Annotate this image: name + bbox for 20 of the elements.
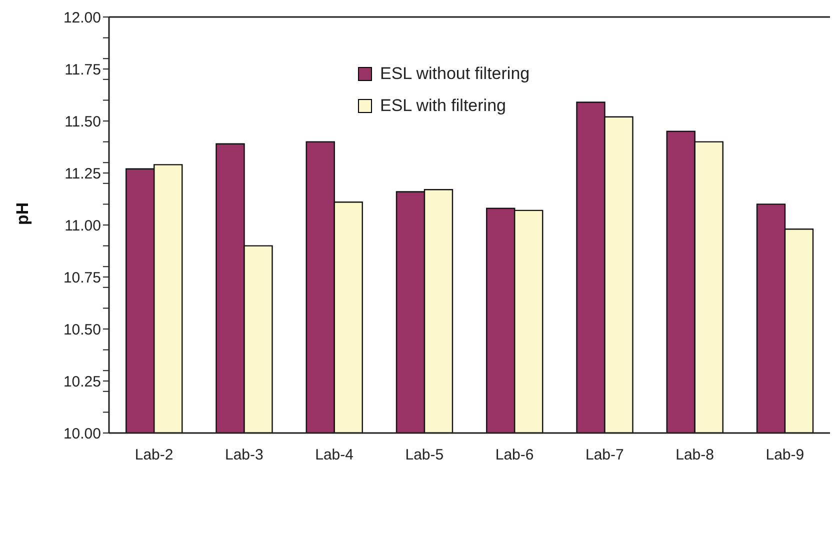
- y-tick-label: 10.50: [63, 321, 101, 338]
- y-tick-label: 11.50: [64, 113, 101, 130]
- x-tick-label: Lab-9: [766, 446, 804, 464]
- y-tick-label: 11.75: [64, 61, 101, 78]
- x-tick-label: Lab-2: [134, 446, 174, 464]
- y-tick-label: 10.25: [63, 373, 101, 390]
- x-tick-label: Lab-6: [495, 446, 534, 464]
- x-tick-label: Lab-5: [405, 446, 444, 464]
- legend-label: ESL without filtering: [380, 64, 530, 84]
- y-tick-label: 10.75: [63, 269, 101, 286]
- x-tick-label: Lab-7: [586, 446, 624, 464]
- y-tick-label: 12.00: [63, 9, 101, 26]
- y-axis-title: pH: [13, 202, 32, 225]
- y-tick-label: 11.00: [64, 217, 101, 234]
- y-tick-label: 11.25: [64, 165, 101, 182]
- y-tick-label: 10.00: [63, 425, 101, 442]
- x-tick-label: Lab-3: [225, 446, 264, 464]
- x-tick-label: Lab-8: [676, 446, 714, 464]
- legend-label: ESL with filtering: [380, 96, 506, 116]
- x-tick-label: Lab-4: [315, 446, 354, 464]
